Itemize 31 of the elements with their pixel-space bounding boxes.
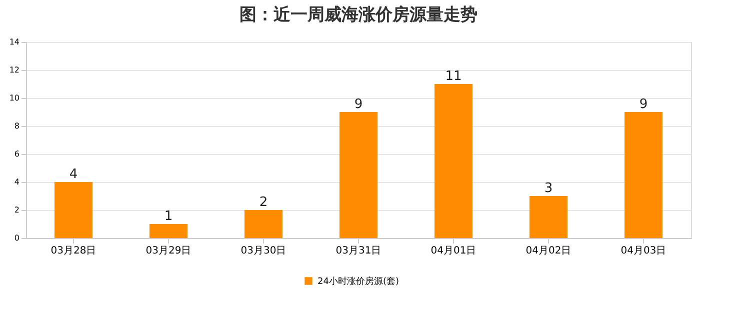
x-tick-label: 04月01日	[430, 246, 476, 256]
data-label: 9	[639, 97, 648, 112]
x-tick-label: 03月29日	[146, 246, 192, 256]
data-label: 11	[445, 69, 462, 84]
data-label: 2	[259, 195, 268, 210]
y-tick-label: 12	[9, 66, 20, 74]
y-tick-label: 0	[14, 234, 20, 242]
x-tick-label: 03月30日	[240, 246, 286, 256]
y-tick-label: 14	[9, 38, 20, 46]
bar	[150, 224, 188, 238]
x-tick-label: 03月28日	[50, 246, 96, 256]
x-tick-label: 04月03日	[620, 246, 666, 256]
data-label: 4	[69, 167, 78, 182]
y-tick-label: 2	[14, 206, 20, 214]
bar	[54, 182, 92, 238]
data-label: 1	[164, 209, 173, 224]
y-tick-label: 10	[9, 94, 20, 102]
bar	[340, 112, 378, 238]
y-tick-label: 8	[14, 122, 20, 130]
bar	[244, 210, 282, 238]
chart-title: 图：近一周威海涨价房源量走势	[240, 5, 478, 25]
legend-label: 24小时涨价房源(套)	[318, 276, 399, 287]
y-tick-label: 4	[14, 178, 20, 186]
data-label: 3	[544, 181, 553, 196]
x-tick-label: 03月31日	[336, 246, 382, 256]
bar	[530, 196, 568, 238]
x-tick-label: 04月02日	[526, 246, 572, 256]
bar	[624, 112, 662, 238]
data-label: 9	[354, 97, 363, 112]
bar	[434, 84, 472, 238]
y-tick-label: 6	[14, 150, 20, 158]
